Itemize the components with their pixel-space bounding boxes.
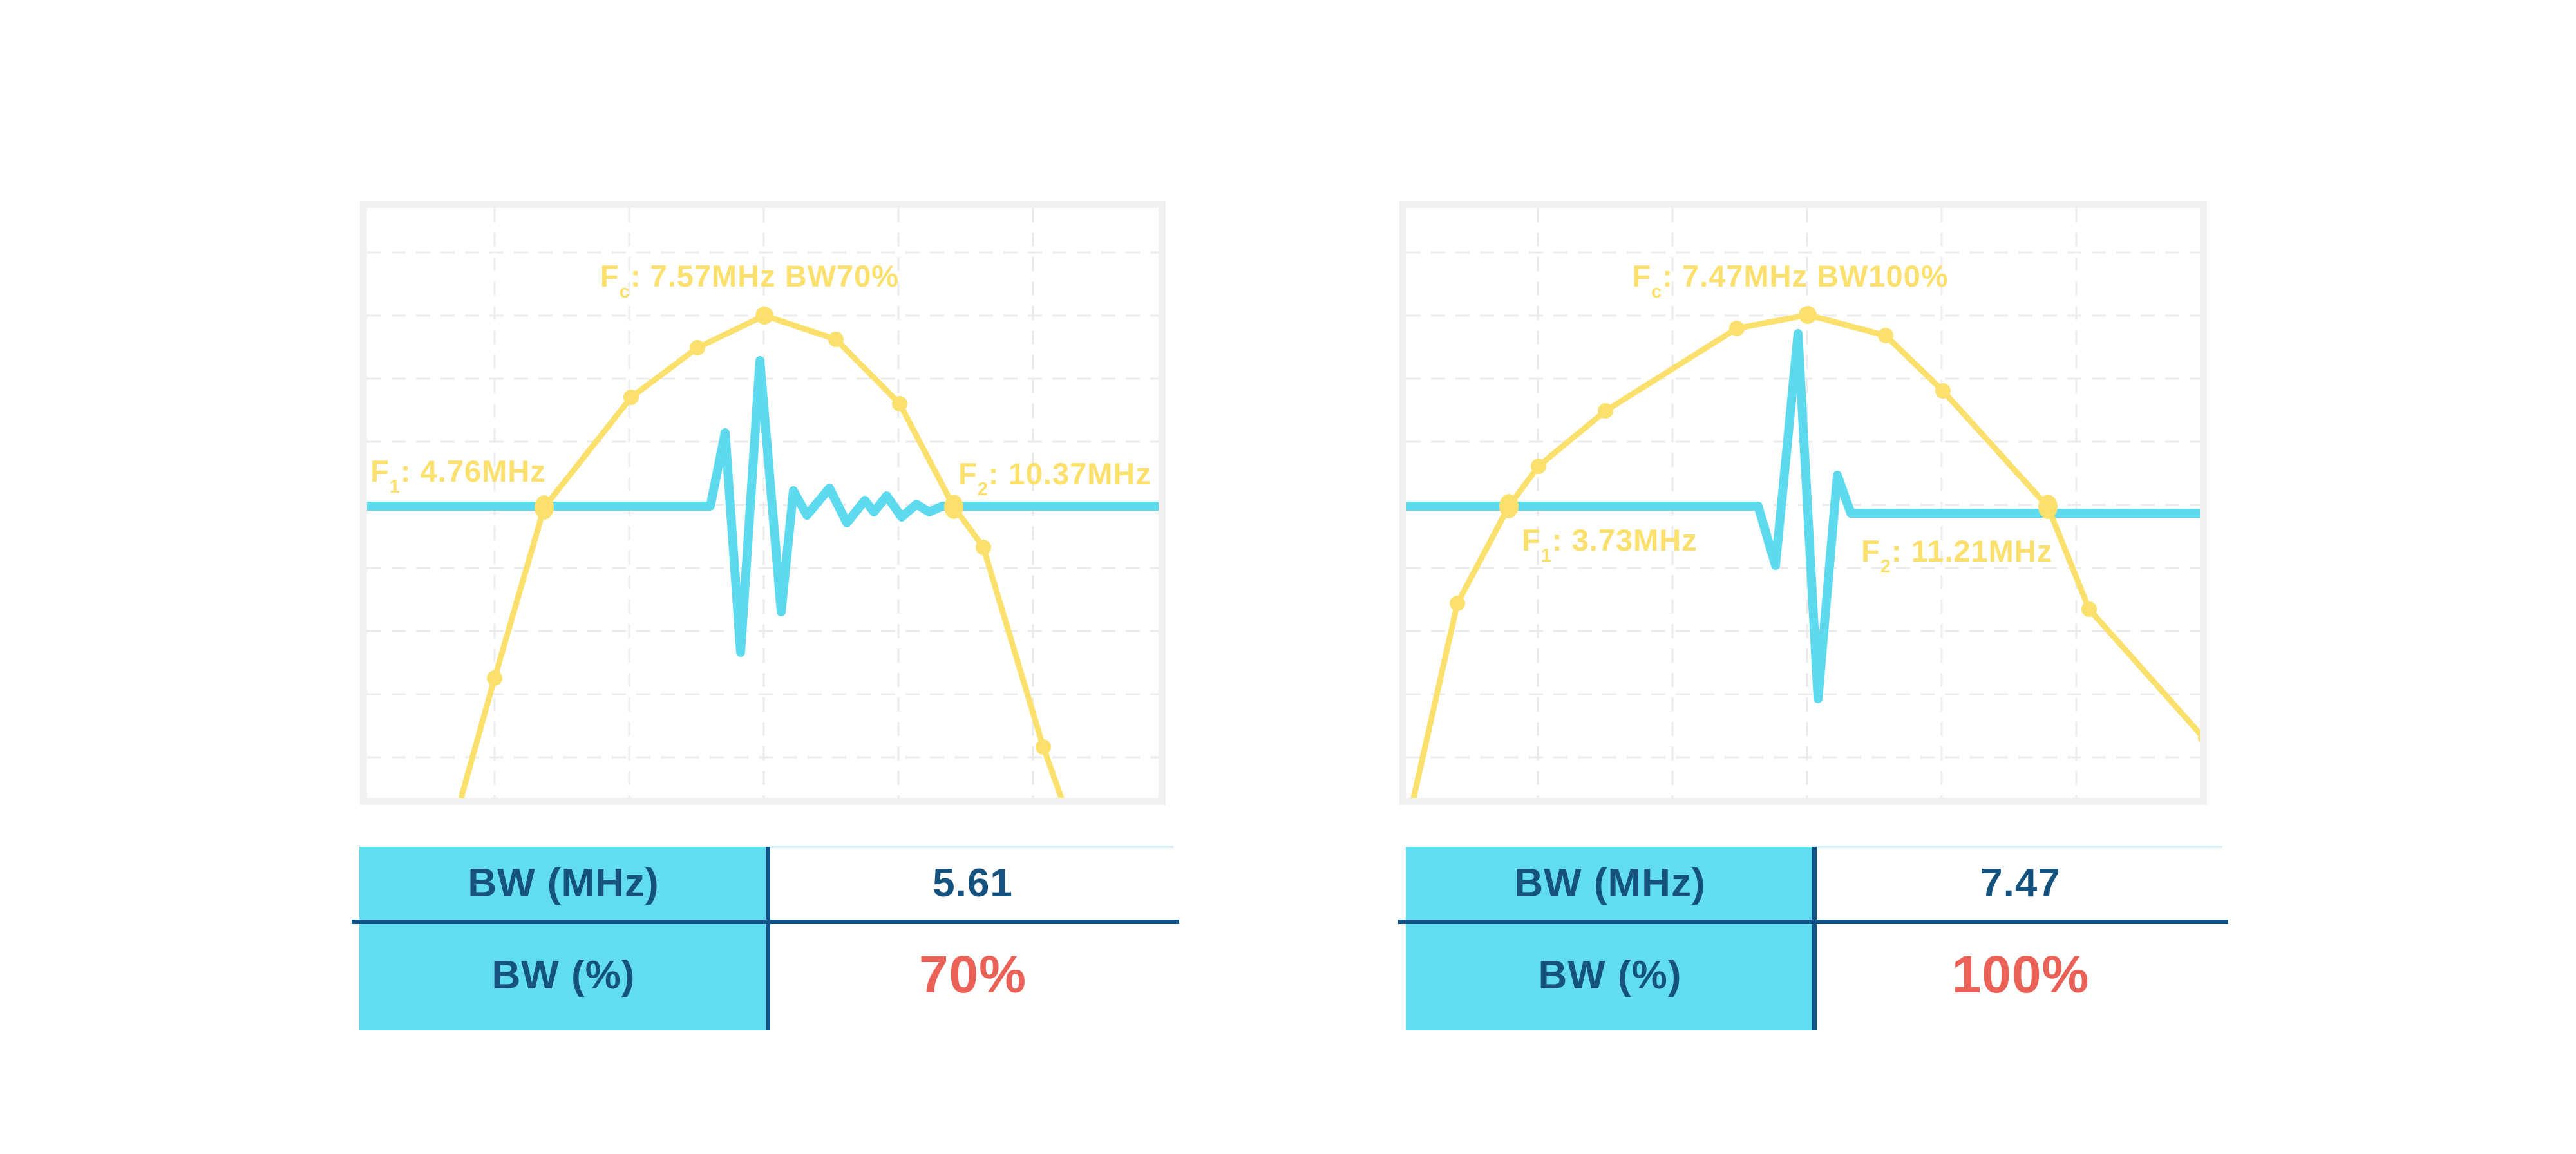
f1-frequency-label-right: F1: 3.73MHz: [1522, 523, 1698, 565]
center-frequency-label-right: Fc: 7.47MHz BW100%: [1632, 259, 1949, 301]
f1-subscript: 1: [389, 476, 401, 497]
bw-table-left: BW (MHz) 5.61 BW (%) 70%: [352, 846, 1179, 1030]
spectrum-marker: [1598, 403, 1613, 419]
table-top-border: [768, 846, 1173, 848]
table-row-divider: [352, 920, 1179, 924]
spectrum-curve: [1410, 312, 2200, 798]
chart-panel-bw70: [360, 201, 1166, 805]
chart-svg-bw70: [367, 208, 1159, 798]
spectrum-marker: [487, 670, 502, 686]
bw-mhz-label-cell: BW (MHz): [1514, 861, 1706, 905]
spectrum-marker: [2081, 601, 2097, 617]
bw-percent-label-cell: BW (%): [491, 952, 636, 998]
bw-mhz-value-cell: 5.61: [933, 861, 1013, 905]
spectrum-marker: [828, 332, 844, 347]
spectrum-marker: [1450, 596, 1465, 611]
bw-mhz-label-cell: BW (MHz): [468, 861, 659, 905]
f1-prefix: F: [1522, 523, 1541, 557]
fc-prefix: F: [600, 259, 620, 293]
spectrum-marker: [1036, 739, 1051, 755]
fc-text: : 7.47MHz BW100%: [1662, 259, 1949, 293]
f1-text: : 4.76MHz: [400, 454, 546, 488]
center-frequency-label-left: Fc: 7.57MHz BW70%: [600, 259, 900, 301]
spectrum-marker: [755, 307, 773, 325]
spectrum-marker: [976, 540, 991, 555]
f2-subscript: 2: [1880, 556, 1891, 577]
spectrum-marker: [892, 396, 907, 411]
f2-prefix: F: [1861, 534, 1880, 568]
f2-subscript: 2: [977, 478, 989, 500]
bw-percent-value-cell: 70%: [918, 945, 1027, 1004]
spectrum-marker: [690, 340, 705, 355]
f1-subscript: 1: [1540, 545, 1552, 566]
spectrum-marker: [623, 390, 639, 405]
bw-mhz-value-cell: 7.47: [1980, 861, 2061, 905]
spectrum-marker: [535, 495, 554, 520]
table-top-border: [1814, 846, 2222, 848]
table-column-divider: [766, 847, 770, 1030]
f2-frequency-label-left: F2: 10.37MHz: [958, 457, 1151, 498]
bw-percent-label-cell: BW (%): [1538, 952, 1682, 998]
f2-text: : 11.21MHz: [1891, 534, 2053, 568]
f2-prefix: F: [958, 457, 978, 491]
spectrum-marker: [1499, 494, 1519, 518]
f1-text: : 3.73MHz: [1551, 523, 1698, 557]
f2-frequency-label-right: F2: 11.21MHz: [1861, 534, 2053, 576]
spectrum-curve: [458, 312, 1065, 798]
spectrum-marker: [1878, 328, 1893, 343]
f1-prefix: F: [370, 454, 390, 488]
bw-percent-value-cell: 100%: [1951, 945, 2090, 1004]
f2-text: : 10.37MHz: [988, 457, 1151, 491]
pulse-waveform: [367, 356, 1159, 657]
fc-subscript: c: [1651, 281, 1663, 302]
fc-text: : 7.57MHz BW70%: [630, 259, 900, 293]
spectrum-marker: [1799, 306, 1817, 324]
fc-prefix: F: [1632, 259, 1652, 293]
bw-table-right: BW (MHz) 7.47 BW (%) 100%: [1398, 846, 2228, 1030]
table-label-column: [1406, 847, 1814, 1030]
spectrum-marker: [1935, 383, 1951, 399]
table-label-column: [359, 847, 768, 1030]
spectrum-marker: [1729, 321, 1745, 336]
chart-svg-bw100: [1406, 208, 2200, 798]
spectrum-marker: [2198, 733, 2200, 743]
chart-panel-bw100: [1399, 201, 2207, 805]
spectrum-marker: [2038, 495, 2058, 519]
spectrum-marker: [1531, 459, 1546, 474]
fc-subscript: c: [619, 281, 630, 302]
f1-frequency-label-left: F1: 4.76MHz: [370, 454, 546, 496]
pulse-waveform: [1406, 329, 2200, 703]
spectrum-marker: [944, 495, 963, 519]
table-column-divider: [1812, 847, 1817, 1030]
